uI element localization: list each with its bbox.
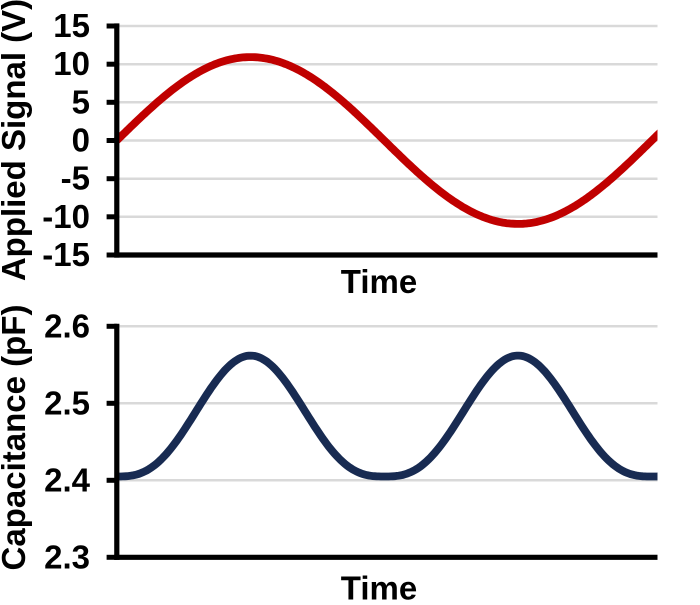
svg-text:0: 0 [72,122,90,159]
svg-text:Applied Signal (V): Applied Signal (V) [0,0,32,281]
svg-text:-10: -10 [42,198,90,235]
svg-text:15: 15 [53,7,90,44]
svg-text:Time: Time [341,263,417,300]
svg-text:Time: Time [341,570,417,601]
svg-text:5: 5 [72,83,90,120]
svg-text:10: 10 [53,45,90,82]
svg-text:Capacitance (pF): Capacitance (pF) [0,305,32,571]
svg-text:-5: -5 [61,160,90,197]
svg-text:2.3: 2.3 [44,538,90,575]
svg-text:2.6: 2.6 [44,307,90,344]
svg-text:-15: -15 [42,236,90,273]
svg-text:2.4: 2.4 [44,461,91,498]
svg-text:2.5: 2.5 [44,384,90,421]
